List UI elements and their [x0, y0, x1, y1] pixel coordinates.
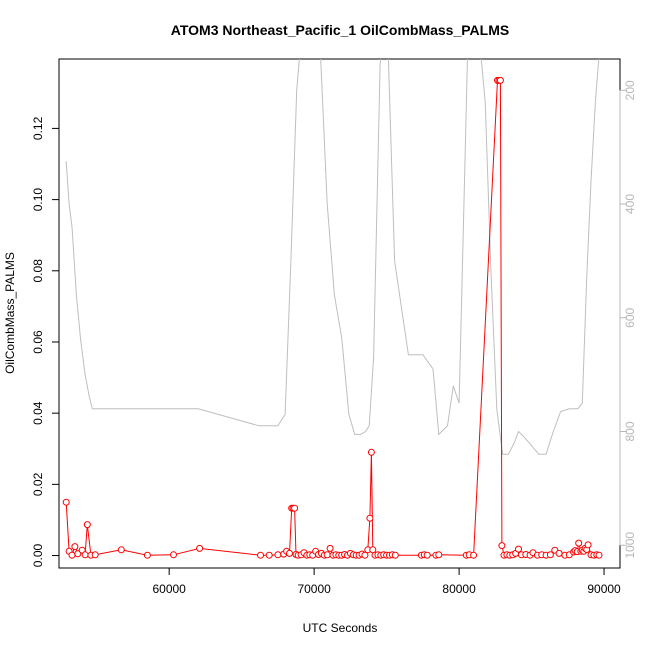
data-point — [274, 551, 282, 559]
x-tick-label: 80000 — [442, 582, 476, 596]
y-axis-label: OilCombMass_PALMS — [3, 252, 17, 374]
data-point — [170, 551, 177, 559]
y-tick-label: 0.08 — [31, 259, 45, 283]
x-axis: 60000 70000 80000 90000 — [152, 567, 621, 596]
right-tick-label: 400 — [623, 194, 637, 214]
data-point — [81, 551, 89, 559]
secondary-series-line — [65, 59, 600, 455]
data-point — [117, 546, 125, 554]
data-point — [515, 545, 522, 553]
data-point — [257, 551, 264, 559]
data-point — [62, 498, 70, 506]
data-point — [496, 76, 504, 84]
data-point — [196, 544, 204, 552]
chart-title: ATOM3 Northeast_Pacific_1 OilCombMass_PA… — [171, 22, 509, 38]
right-tick-label: 800 — [623, 421, 637, 441]
data-point — [74, 550, 82, 558]
data-point — [71, 543, 79, 551]
right-tick-label: 1000 — [623, 532, 637, 559]
data-point — [423, 551, 431, 559]
y-tick-label: 0.00 — [31, 543, 45, 567]
data-point — [68, 551, 76, 559]
main-series-layer — [62, 76, 603, 559]
data-point — [470, 551, 478, 559]
right-tick-label: 200 — [623, 80, 637, 100]
data-point — [91, 551, 99, 559]
data-point — [595, 551, 603, 559]
y-tick-label: 0.12 — [31, 116, 45, 140]
right-tick-label: 600 — [623, 307, 637, 327]
x-tick-label: 90000 — [587, 582, 621, 596]
x-tick-label: 60000 — [152, 582, 186, 596]
data-point — [435, 551, 443, 559]
data-point — [546, 551, 554, 559]
right-axis: 200 400 600 800 1000 — [619, 80, 637, 559]
data-point — [265, 551, 273, 559]
y-tick-label: 0.02 — [31, 472, 45, 496]
data-point — [361, 551, 369, 559]
x-tick-label: 70000 — [297, 582, 331, 596]
data-point — [326, 544, 334, 552]
data-point — [498, 542, 506, 550]
data-point — [323, 551, 331, 559]
secondary-series-layer — [65, 59, 600, 455]
series-line — [65, 79, 600, 557]
data-point — [584, 541, 592, 549]
data-point — [555, 549, 563, 557]
data-point — [367, 448, 375, 456]
data-point — [286, 549, 293, 557]
y-axis: 0.00 0.02 0.04 0.06 0.08 0.10 0.12 — [31, 116, 60, 567]
data-point — [143, 551, 151, 559]
plot-frame — [58, 58, 621, 569]
data-point — [366, 514, 374, 522]
data-point — [291, 504, 299, 512]
data-point — [575, 539, 583, 547]
y-tick-label: 0.04 — [31, 401, 45, 425]
y-tick-label: 0.10 — [31, 188, 45, 212]
y-tick-label: 0.06 — [31, 330, 45, 354]
data-point — [83, 521, 91, 529]
x-axis-label: UTC Seconds — [303, 621, 378, 635]
data-point — [391, 551, 399, 559]
